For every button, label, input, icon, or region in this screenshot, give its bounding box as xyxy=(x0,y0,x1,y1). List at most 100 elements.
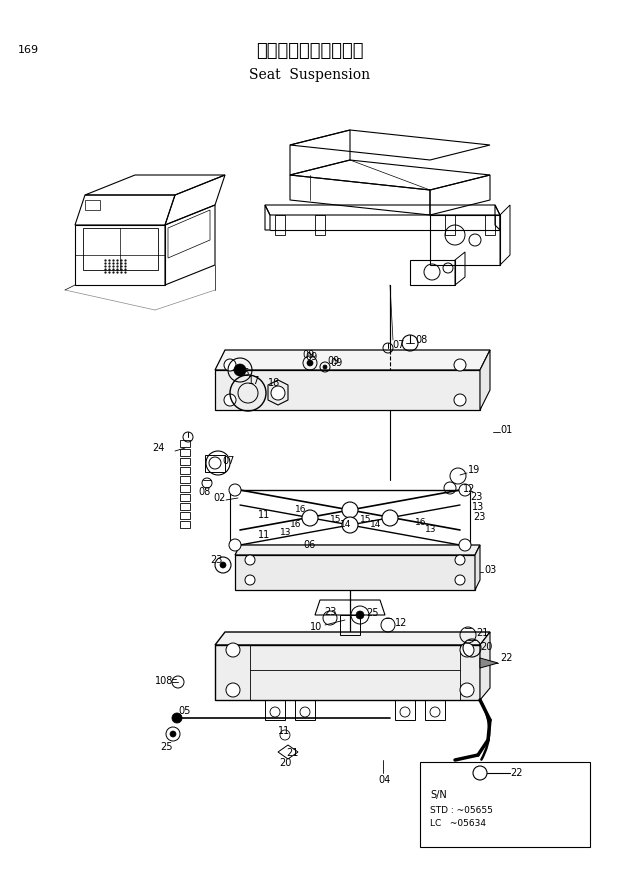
Text: 25: 25 xyxy=(366,608,378,618)
Text: 11: 11 xyxy=(258,510,270,520)
Circle shape xyxy=(342,517,358,533)
Circle shape xyxy=(226,683,240,697)
Circle shape xyxy=(460,643,474,657)
Polygon shape xyxy=(215,632,490,645)
Polygon shape xyxy=(215,370,480,410)
Circle shape xyxy=(300,707,310,717)
Bar xyxy=(180,467,190,474)
Text: 21: 21 xyxy=(476,628,489,638)
Text: 18: 18 xyxy=(268,378,280,388)
Circle shape xyxy=(271,386,285,400)
Text: 169: 169 xyxy=(18,45,39,55)
Text: Seat  Suspension: Seat Suspension xyxy=(249,68,371,82)
Text: 13: 13 xyxy=(472,502,484,512)
Bar xyxy=(180,512,190,519)
Circle shape xyxy=(224,359,236,371)
Text: 14: 14 xyxy=(340,520,352,529)
Polygon shape xyxy=(480,632,490,700)
Text: 21: 21 xyxy=(286,748,298,758)
Text: 07: 07 xyxy=(392,340,404,350)
Bar xyxy=(180,503,190,510)
Text: S/N: S/N xyxy=(430,790,447,800)
Circle shape xyxy=(455,555,465,565)
Circle shape xyxy=(245,555,255,565)
Text: 22: 22 xyxy=(510,768,523,778)
Circle shape xyxy=(454,359,466,371)
Text: 13: 13 xyxy=(280,528,291,537)
Bar xyxy=(180,458,190,465)
Circle shape xyxy=(226,643,240,657)
Text: 23: 23 xyxy=(324,607,337,617)
Circle shape xyxy=(229,484,241,496)
Text: 26: 26 xyxy=(237,368,249,378)
Circle shape xyxy=(270,707,280,717)
Text: 22: 22 xyxy=(500,653,513,663)
Text: 08: 08 xyxy=(198,487,210,497)
Text: 24: 24 xyxy=(152,443,164,453)
Text: 05: 05 xyxy=(178,706,190,716)
Circle shape xyxy=(245,575,255,585)
Circle shape xyxy=(220,562,226,568)
Text: 04: 04 xyxy=(378,775,390,785)
Text: 10: 10 xyxy=(310,622,322,632)
Circle shape xyxy=(209,457,221,469)
Text: 23: 23 xyxy=(470,492,482,502)
Text: 20: 20 xyxy=(279,758,291,768)
Text: シートサスペンション: シートサスペンション xyxy=(256,42,364,60)
Text: 16: 16 xyxy=(295,505,306,514)
Text: 19: 19 xyxy=(468,465,481,475)
Polygon shape xyxy=(235,555,475,590)
Polygon shape xyxy=(475,545,480,590)
Text: 23: 23 xyxy=(473,512,485,522)
Circle shape xyxy=(356,611,364,619)
Text: 09: 09 xyxy=(305,352,317,362)
Text: LC   ~05634: LC ~05634 xyxy=(430,819,486,828)
Bar xyxy=(180,521,190,528)
Polygon shape xyxy=(215,645,480,700)
Text: 23: 23 xyxy=(210,555,223,565)
Text: 16: 16 xyxy=(415,518,427,527)
Bar xyxy=(180,476,190,483)
Circle shape xyxy=(400,707,410,717)
Circle shape xyxy=(229,539,241,551)
Circle shape xyxy=(342,502,358,518)
Text: 07: 07 xyxy=(222,456,234,466)
Text: 02: 02 xyxy=(213,493,226,503)
Text: 25: 25 xyxy=(160,742,172,752)
Circle shape xyxy=(459,484,471,496)
Text: 06: 06 xyxy=(303,540,315,550)
Text: 20: 20 xyxy=(480,642,492,652)
Circle shape xyxy=(454,394,466,406)
Circle shape xyxy=(307,360,313,366)
Text: 11: 11 xyxy=(278,726,290,736)
Bar xyxy=(180,440,190,447)
Circle shape xyxy=(172,713,182,723)
Circle shape xyxy=(323,365,327,369)
Polygon shape xyxy=(480,350,490,410)
Circle shape xyxy=(382,510,398,526)
Bar xyxy=(180,485,190,492)
Polygon shape xyxy=(215,350,490,370)
Text: STD : ~05655: STD : ~05655 xyxy=(430,806,493,815)
Text: 09: 09 xyxy=(330,358,342,368)
Text: 01: 01 xyxy=(500,425,512,435)
Text: 08: 08 xyxy=(415,335,427,345)
Polygon shape xyxy=(480,658,498,668)
Circle shape xyxy=(459,539,471,551)
Text: 12: 12 xyxy=(395,618,407,628)
Text: 17: 17 xyxy=(248,376,260,386)
Bar xyxy=(180,494,190,501)
Text: 14: 14 xyxy=(370,520,381,529)
Circle shape xyxy=(430,707,440,717)
Text: 09: 09 xyxy=(327,356,339,366)
Circle shape xyxy=(224,394,236,406)
Bar xyxy=(180,449,190,456)
Text: 108: 108 xyxy=(155,676,174,686)
Circle shape xyxy=(302,510,318,526)
Circle shape xyxy=(455,575,465,585)
Circle shape xyxy=(234,364,246,376)
Circle shape xyxy=(460,683,474,697)
Text: 09: 09 xyxy=(302,350,314,360)
Text: 03: 03 xyxy=(484,565,496,575)
Text: 11: 11 xyxy=(258,530,270,540)
